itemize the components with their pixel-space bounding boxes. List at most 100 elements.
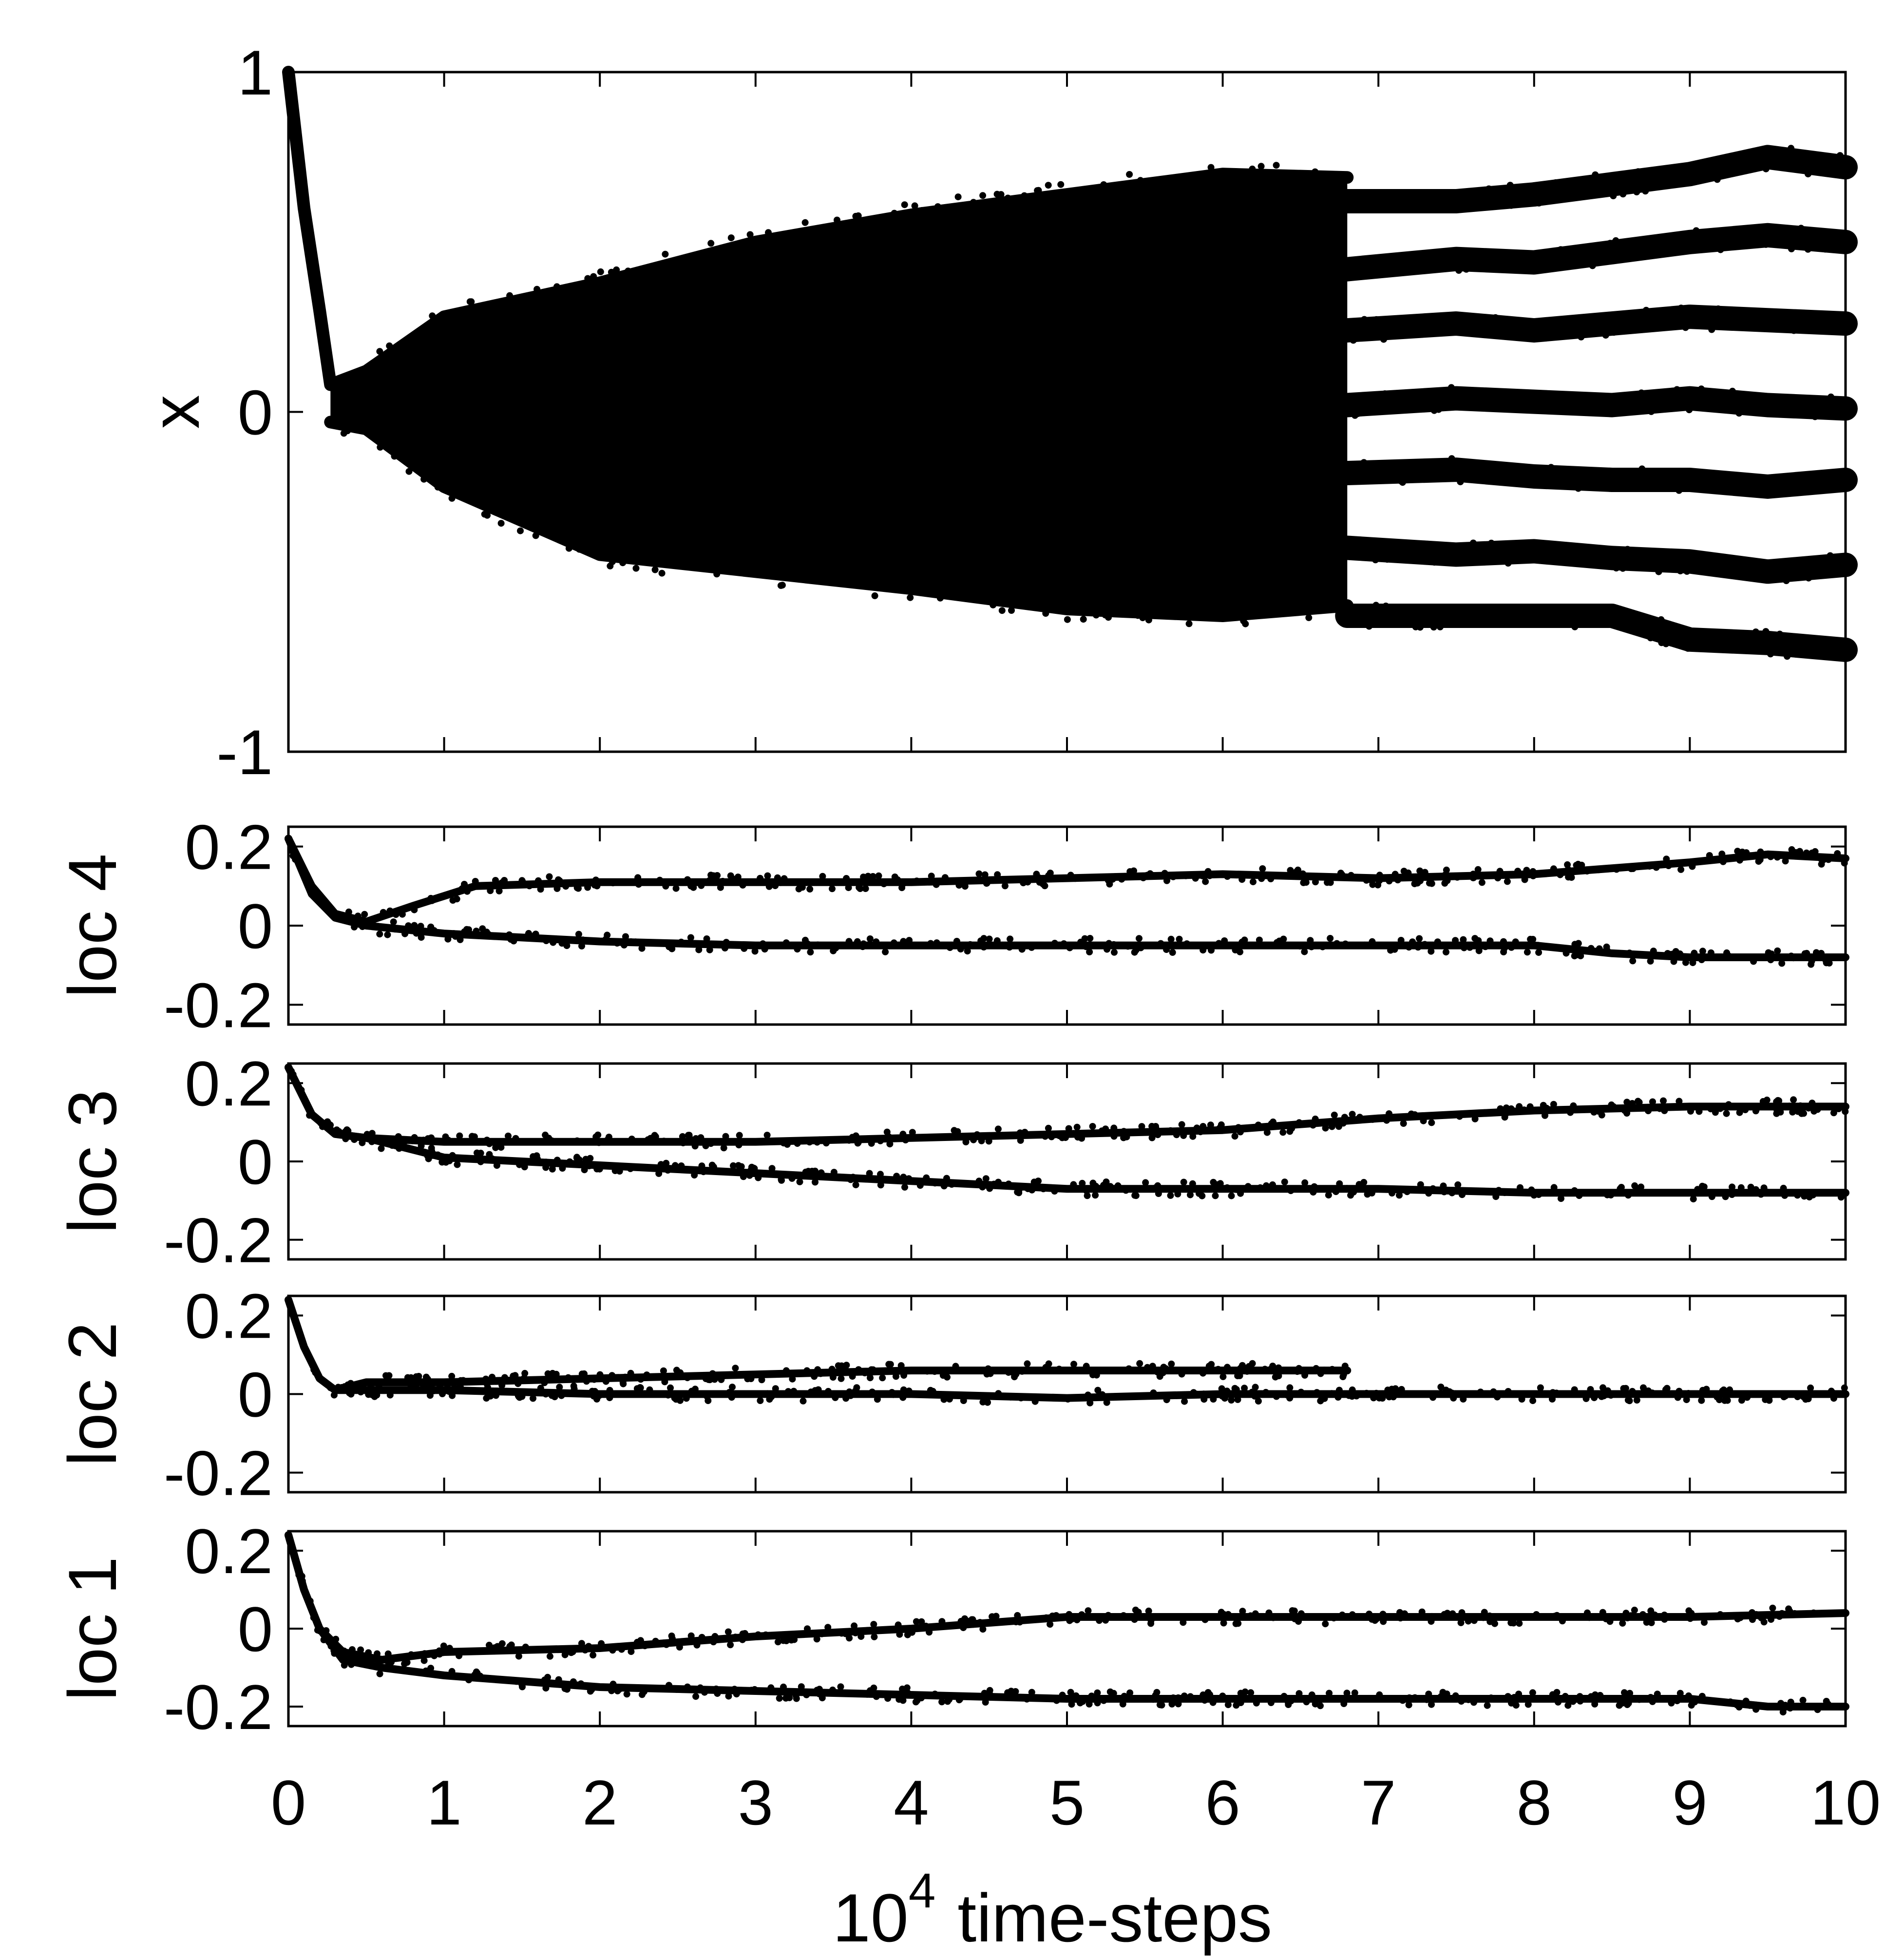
data-point [757, 874, 764, 882]
data-point [683, 1395, 690, 1402]
data-point [1712, 1109, 1719, 1116]
data-point [1043, 1614, 1050, 1621]
data-point [534, 877, 542, 884]
data-point [871, 1633, 878, 1640]
data-point [514, 1380, 522, 1387]
x-axis-label-exponent: 4 [909, 1863, 936, 1918]
data-point [740, 1173, 747, 1180]
data-point [739, 881, 746, 889]
data-point [1356, 324, 1364, 331]
data-point [957, 946, 964, 953]
data-point [632, 938, 639, 946]
data-point [1808, 483, 1815, 491]
data-point [486, 302, 494, 309]
data-point [607, 562, 614, 570]
data-point [1564, 866, 1572, 873]
y-tick-label: 0 [238, 891, 273, 962]
data-point [1790, 1096, 1797, 1103]
data-point [461, 881, 468, 888]
data-point [1535, 1191, 1542, 1198]
data-point [1012, 1688, 1019, 1695]
data-point [1443, 949, 1449, 956]
data-point [587, 1688, 594, 1695]
data-point [498, 300, 505, 307]
data-point [1208, 947, 1215, 954]
data-point [669, 1635, 676, 1642]
data-point [1464, 459, 1471, 466]
data-point [1725, 952, 1733, 960]
data-point [661, 1378, 668, 1386]
data-point [841, 1364, 849, 1371]
data-point [665, 1391, 672, 1399]
data-point [1116, 609, 1123, 617]
data-point [1665, 1390, 1673, 1397]
data-point [1368, 329, 1375, 336]
data-point [1577, 1697, 1584, 1705]
data-point [1307, 937, 1314, 944]
data-point [495, 887, 503, 894]
data-point [927, 1387, 934, 1394]
data-point [1718, 850, 1726, 857]
data-point [367, 922, 375, 930]
data-point [1640, 318, 1648, 325]
data-point [979, 192, 987, 199]
data-point [1738, 1397, 1745, 1404]
data-point [1275, 1364, 1282, 1371]
data-point [857, 569, 865, 576]
data-point [757, 570, 764, 577]
data-point [1481, 248, 1488, 256]
data-point [1564, 1702, 1572, 1709]
data-point [1665, 862, 1672, 869]
data-point [1646, 863, 1653, 870]
data-point [571, 1385, 578, 1392]
data-point [633, 1385, 641, 1392]
data-point [1386, 877, 1393, 885]
data-point [1212, 1192, 1219, 1199]
data-point [542, 1685, 550, 1692]
data-point [755, 1174, 762, 1181]
data-point [695, 562, 703, 570]
data-point [1709, 483, 1716, 491]
data-point [593, 1395, 600, 1403]
data-point [957, 879, 965, 887]
data-point [900, 1174, 907, 1181]
data-point [832, 1394, 839, 1401]
data-point [1369, 1116, 1376, 1123]
data-point [918, 1618, 925, 1625]
data-point [1482, 943, 1489, 950]
data-point [1170, 1694, 1177, 1701]
data-point [1650, 948, 1657, 955]
data-point [1668, 1699, 1675, 1707]
data-point [1629, 171, 1636, 178]
data-point [1267, 875, 1275, 882]
data-point [1237, 1690, 1244, 1697]
data-point [1673, 394, 1680, 401]
data-point [1100, 181, 1107, 188]
data-point [1440, 1182, 1447, 1190]
data-point [289, 1071, 297, 1078]
data-point [1007, 207, 1014, 214]
data-point [583, 539, 590, 546]
data-point [424, 1135, 432, 1142]
data-point [353, 415, 361, 422]
data-point [662, 882, 669, 890]
data-point [1586, 1614, 1593, 1621]
data-point [899, 575, 906, 582]
data-point [1561, 1692, 1569, 1700]
data-point [386, 342, 393, 349]
data-point [333, 1130, 340, 1138]
data-point [1313, 1389, 1320, 1396]
data-point [1575, 485, 1582, 492]
data-point [330, 382, 337, 389]
data-point [374, 1650, 381, 1657]
data-point [893, 1373, 899, 1380]
data-point [1598, 1393, 1605, 1400]
data-point [673, 1367, 680, 1374]
data-point [609, 1680, 617, 1688]
data-point [806, 1139, 813, 1146]
data-point [1528, 1186, 1535, 1194]
data-point [1673, 1189, 1679, 1196]
data-point [1491, 1620, 1498, 1627]
data-point [1067, 872, 1074, 879]
data-point [864, 1627, 871, 1634]
